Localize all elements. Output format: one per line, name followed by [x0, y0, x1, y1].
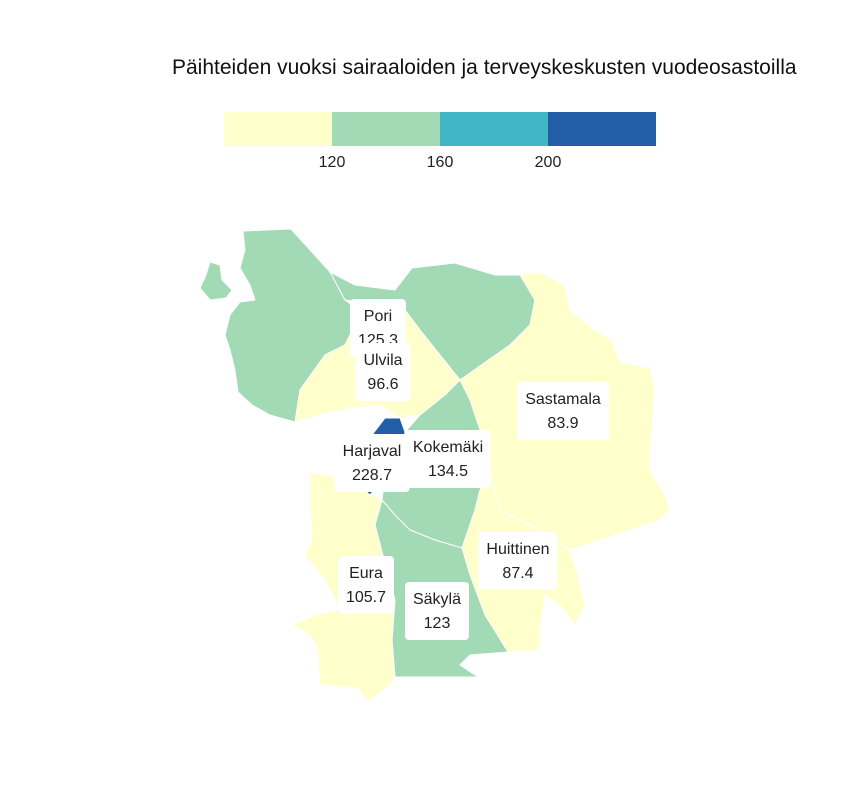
region-name: Säkylä [412, 591, 462, 608]
region-label-kokemaki: Kokemäki 134.5 [404, 430, 492, 488]
region-value: 134.5 [427, 463, 469, 480]
legend-swatch-4 [548, 112, 656, 146]
region-name: Sastamala [525, 391, 601, 408]
region-name: Huittinen [486, 541, 550, 558]
region-value: 228.7 [351, 467, 393, 484]
region-label-sastamala: Sastamala 83.9 [517, 382, 609, 440]
region-name: Harjaval [342, 443, 402, 460]
region-name: Kokemäki [412, 439, 484, 456]
legend-tick-120: 120 [318, 154, 346, 171]
region-label-ulvila: Ulvila 96.6 [355, 343, 411, 401]
region-value: 96.6 [367, 376, 399, 393]
region-pori[interactable] [199, 228, 356, 423]
region-value: 105.7 [345, 589, 387, 606]
map-title: Päihteiden vuoksi sairaaloiden ja tervey… [172, 56, 797, 79]
region-name: Ulvila [363, 352, 403, 369]
region-value: 123 [423, 615, 451, 632]
region-label-eura: Eura 105.7 [337, 556, 395, 614]
region-label-huittinen: Huittinen 87.4 [478, 532, 558, 590]
legend-tick-160: 160 [426, 154, 454, 171]
region-value: 87.4 [502, 565, 534, 582]
region-value: 83.9 [547, 415, 579, 432]
region-name: Eura [349, 565, 383, 582]
legend-swatch-2 [332, 112, 440, 146]
legend-swatch-1 [224, 112, 332, 146]
legend-tick-200: 200 [534, 154, 562, 171]
legend-bar [224, 112, 656, 146]
region-label-sakyla: Säkylä 123 [404, 582, 470, 640]
region-label-harjavalta: Harjaval 228.7 [334, 434, 410, 492]
legend-swatch-3 [440, 112, 548, 146]
region-name: Pori [363, 308, 393, 325]
